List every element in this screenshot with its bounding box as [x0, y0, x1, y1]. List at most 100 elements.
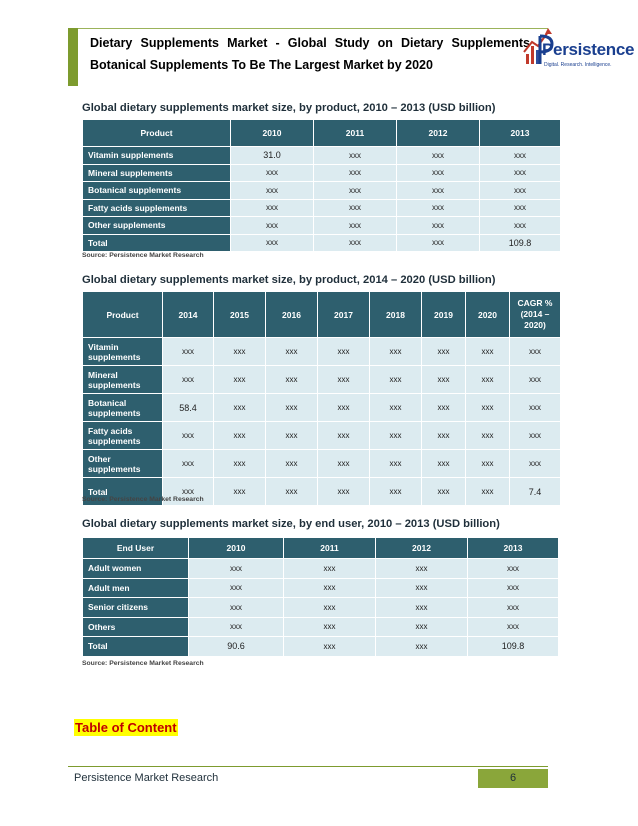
table-cell: xxx — [396, 163, 480, 182]
row-label: Botanical supplements — [82, 181, 231, 200]
footer-company: Persistence Market Research — [74, 772, 219, 784]
column-header: CAGR % (2014 – 2020) — [509, 291, 561, 338]
table-cell: xxx — [375, 636, 468, 657]
table-row: Botanical supplements xxx xxx xxx xxx — [82, 181, 561, 200]
logo-chart-icon — [523, 28, 554, 64]
page-header: Dietary Supplements Market - Global Stud… — [68, 28, 548, 86]
table-header-row: End User 2010 2011 2012 2013 — [82, 537, 559, 559]
table-cell: xxx — [375, 616, 468, 637]
row-label: Adult women — [82, 558, 189, 579]
table-cell: xxx — [465, 393, 510, 422]
row-label: Total — [82, 233, 231, 252]
column-header: 2018 — [369, 291, 422, 338]
table-cell: xxx — [479, 181, 561, 200]
column-header: 2019 — [421, 291, 466, 338]
page-footer: Persistence Market Research 6 — [68, 766, 548, 789]
table-cell: xxx — [230, 216, 314, 235]
header-accent-bar — [68, 28, 78, 86]
table-cell: xxx — [509, 449, 561, 478]
table-cell: xxx — [265, 365, 318, 394]
table-row: Vitamin supplements xxx xxx xxx xxx xxx xxx xxx… — [82, 337, 561, 366]
table-cell: xxx — [317, 337, 370, 366]
table-cell: xxx — [213, 477, 266, 506]
document-title-line1: Dietary Supplements Market - Global Stud… — [90, 36, 530, 50]
table-cell: xxx — [162, 477, 214, 506]
table-row: Total xxx xxx xxx 109.8 — [82, 233, 561, 252]
table-cell: xxx — [265, 337, 318, 366]
table-cell: xxx — [313, 181, 397, 200]
table-cell: 90.6 — [188, 636, 284, 657]
row-label: Vitamin supplements — [82, 337, 163, 366]
table-row: Fatty acids supplements xxx xxx xxx xxx — [82, 198, 561, 217]
table-row: Botanical supplements 58.4 xxx xxx xxx xxx xxx… — [82, 393, 561, 422]
row-label: Fatty acids supplements — [82, 421, 163, 450]
table-cell: xxx — [313, 163, 397, 182]
row-label: Senior citizens — [82, 597, 189, 618]
table-cell: xxx — [313, 146, 397, 165]
table-header-row: Product 2010 2011 2012 2013 — [82, 119, 561, 147]
table-cell: xxx — [369, 477, 422, 506]
row-label: Mineral supplements — [82, 163, 231, 182]
table-cell: xxx — [283, 636, 376, 657]
column-header: 2020 — [465, 291, 510, 338]
table-cell: xxx — [230, 163, 314, 182]
table-row: Adult women xxx xxx xxx xxx — [82, 558, 559, 579]
column-header: 2012 — [375, 537, 468, 559]
table-cell: xxx — [369, 393, 422, 422]
table-cell: xxx — [479, 216, 561, 235]
column-header: 2011 — [283, 537, 376, 559]
row-label: Total — [82, 636, 189, 657]
table-cell: xxx — [396, 198, 480, 217]
table-row: Other supplements xxx xxx xxx xxx — [82, 216, 561, 235]
table-cell: xxx — [230, 198, 314, 217]
table-cell: xxx — [313, 198, 397, 217]
table-cell: xxx — [317, 393, 370, 422]
table-cell: xxx — [265, 449, 318, 478]
table-row: Adult men xxx xxx xxx xxx — [82, 577, 559, 598]
row-label: Other supplements — [82, 216, 231, 235]
table-cell: xxx — [421, 365, 466, 394]
table-cell: xxx — [369, 337, 422, 366]
table2-source: Source: Persistence Market Research — [82, 496, 204, 503]
table-cell: xxx — [479, 146, 561, 165]
table-cell: 7.4 — [509, 477, 561, 506]
column-header: 2014 — [162, 291, 214, 338]
table-cell: xxx — [230, 181, 314, 200]
table-cell: xxx — [213, 337, 266, 366]
table-cell: 109.8 — [479, 233, 561, 252]
table-cell: xxx — [317, 477, 370, 506]
table-cell: xxx — [396, 233, 480, 252]
column-header: 2016 — [265, 291, 318, 338]
table-cell: xxx — [479, 163, 561, 182]
column-header: 2013 — [479, 119, 561, 147]
table-cell: xxx — [162, 421, 214, 450]
table-row: Vitamin supplements 31.0 xxx xxx xxx — [82, 146, 561, 165]
table-cell: xxx — [369, 421, 422, 450]
table-cell: xxx — [213, 393, 266, 422]
table-of-content-heading: Table of Content — [74, 719, 178, 736]
header-divider — [78, 28, 548, 29]
column-header: 2010 — [188, 537, 284, 559]
table-cell: xxx — [467, 558, 559, 579]
table1-title: Global dietary supplements market size, … — [82, 102, 496, 114]
table-cell: xxx — [230, 233, 314, 252]
table-cell: xxx — [509, 393, 561, 422]
table-cell: xxx — [265, 477, 318, 506]
table2-title: Global dietary supplements market size, … — [82, 274, 496, 286]
document-title-line2: Botanical Supplements To Be The Largest … — [90, 58, 433, 72]
table-cell: xxx — [421, 449, 466, 478]
table-row: Total 90.6 xxx xxx 109.8 — [82, 636, 559, 657]
table-cell: xxx — [188, 597, 284, 618]
table-cell: xxx — [396, 181, 480, 200]
column-header: 2013 — [467, 537, 559, 559]
table-row: Mineral supplements xxx xxx xxx xxx — [82, 163, 561, 182]
table-cell: xxx — [317, 421, 370, 450]
table-cell: xxx — [369, 365, 422, 394]
table-cell: xxx — [313, 233, 397, 252]
table-cell: xxx — [283, 558, 376, 579]
column-header: 2012 — [396, 119, 480, 147]
row-label: Other supplements — [82, 449, 163, 478]
table-cell: xxx — [188, 577, 284, 598]
row-label: Botanical supplements — [82, 393, 163, 422]
table-cell: xxx — [188, 616, 284, 637]
